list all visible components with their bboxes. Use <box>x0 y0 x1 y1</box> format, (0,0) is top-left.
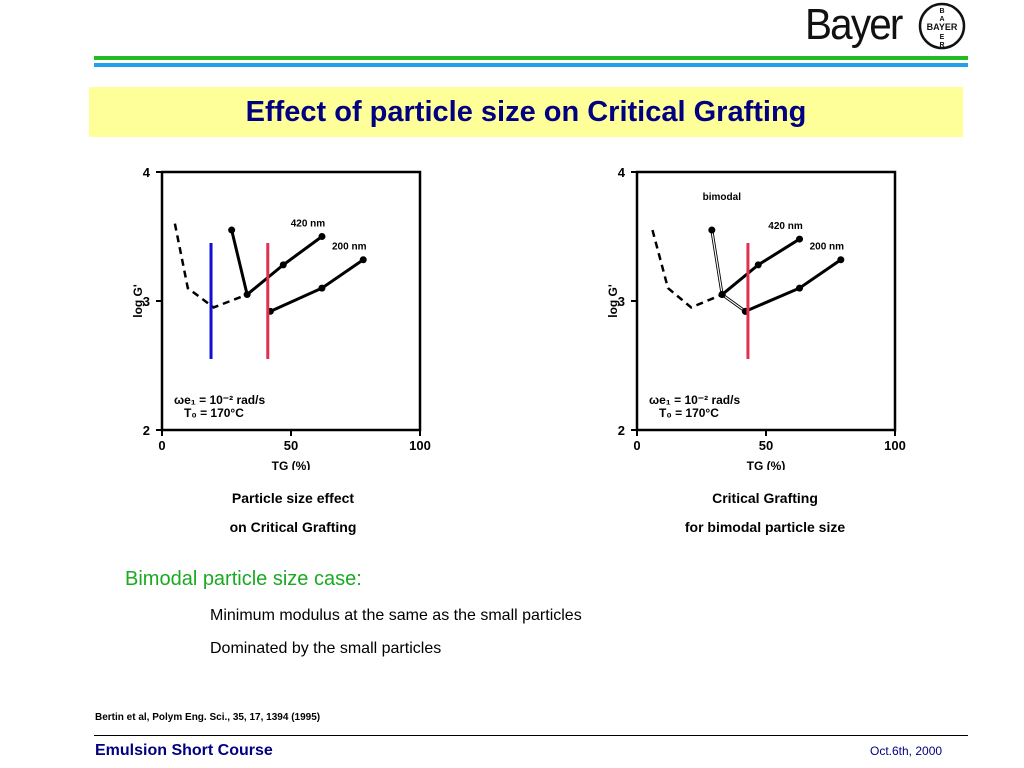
series-label: 420 nm <box>291 219 326 230</box>
x-axis-label: TG (%) <box>747 459 786 470</box>
x-tick-label: 100 <box>884 438 906 453</box>
series-label: 420 nm <box>768 221 803 232</box>
x-tick-label: 50 <box>759 438 773 453</box>
caption-1-line1: Particle size effect <box>231 490 355 506</box>
title-banner: Effect of particle size on Critical Graf… <box>89 87 963 137</box>
data-point <box>279 261 287 269</box>
y-tick-label: 2 <box>618 423 625 438</box>
data-point <box>708 226 716 234</box>
y-axis-label: log G' <box>131 284 145 318</box>
bullet-item: Dominated by the small particles <box>210 640 442 657</box>
series-label: 200 nm <box>332 242 367 253</box>
data-point <box>796 284 804 292</box>
y-tick-label: 4 <box>143 165 151 180</box>
footer-date: Oct.6th, 2000 <box>870 744 943 758</box>
condition-frequency: ωe₁ = 10⁻² rad/s <box>174 393 265 407</box>
data-point <box>359 256 367 264</box>
caption-2-line1: Critical Grafting <box>712 490 818 506</box>
citation: Bertin et al, Polym Eng. Sci., 35, 17, 1… <box>95 712 321 723</box>
svg-text:BAYER: BAYER <box>927 22 958 32</box>
condition-temperature: T₀ = 170°C <box>659 406 719 420</box>
condition-temperature: T₀ = 170°C <box>184 406 244 420</box>
bullet-item: Minimum modulus at the same as the small… <box>210 607 582 624</box>
caption-2-line2: for bimodal particle size <box>684 519 846 535</box>
x-tick-label: 50 <box>284 438 298 453</box>
x-tick-label: 0 <box>633 438 640 453</box>
data-point <box>796 235 804 243</box>
svg-text:R: R <box>939 42 944 49</box>
series-label: 200 nm <box>810 242 845 253</box>
data-point <box>243 291 251 299</box>
data-point <box>754 261 762 269</box>
y-tick-label: 4 <box>618 165 626 180</box>
x-axis-label: TG (%) <box>272 459 311 470</box>
footer-course: Emulsion Short Course <box>95 742 273 759</box>
chart-bimodal-critical-grafting: 2 3 4 0 50 100 TG (%) log G' bimodal 420 nm 200 nm… <box>606 165 906 470</box>
data-point <box>228 226 236 234</box>
svg-text:A: A <box>939 16 944 23</box>
series-label: bimodal <box>703 192 742 203</box>
x-tick-label: 0 <box>158 438 165 453</box>
caption-chart-1: Particle size effect on Critical Graftin… <box>173 484 413 542</box>
caption-1-line2: on Critical Grafting <box>229 519 357 535</box>
series-line <box>230 229 323 298</box>
bayer-logo-text: Bayer <box>805 0 903 49</box>
y-tick-label: 3 <box>143 294 150 309</box>
data-point <box>318 233 326 240</box>
chart-particle-size-effect: 2 3 4 0 50 100 TG (%) log G' 420 nm 200 nm ωe₁ = 1… <box>131 165 431 470</box>
dashed-curve <box>651 229 723 309</box>
bullet-heading: Bimodal particle size case: <box>125 568 362 590</box>
svg-text:E: E <box>940 34 945 41</box>
header-band-blue <box>94 63 968 67</box>
y-tick-label: 2 <box>143 423 150 438</box>
data-point <box>318 284 326 292</box>
y-tick-label: 3 <box>618 294 625 309</box>
svg-text:B: B <box>939 8 944 15</box>
slide-title: Effect of particle size on Critical Graf… <box>245 95 807 128</box>
header-band-green <box>94 56 968 60</box>
data-point <box>718 291 726 299</box>
y-axis-label: log G' <box>606 284 620 318</box>
condition-frequency: ωe₁ = 10⁻² rad/s <box>649 393 740 407</box>
data-point <box>837 256 845 264</box>
caption-chart-2: Critical Grafting for bimodal particle s… <box>640 484 890 542</box>
x-tick-label: 100 <box>409 438 431 453</box>
bayer-cross-logo: BAYER B A E R <box>918 2 966 50</box>
footer-divider <box>94 735 968 736</box>
